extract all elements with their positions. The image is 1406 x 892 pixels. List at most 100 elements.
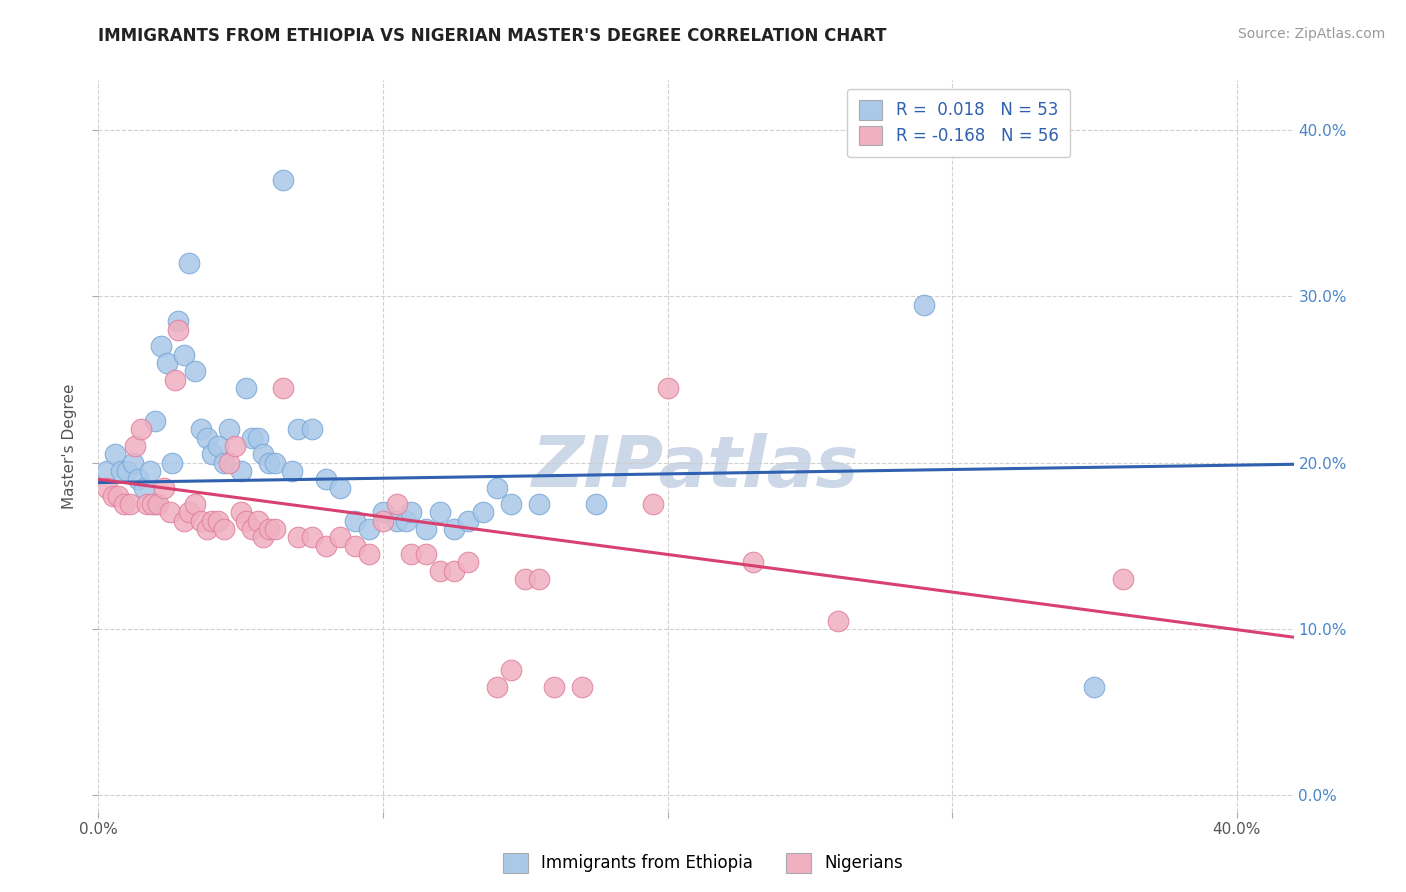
Point — [235, 381, 257, 395]
Point — [101, 489, 124, 503]
Point — [212, 456, 235, 470]
Point — [301, 530, 323, 544]
Point — [385, 497, 409, 511]
Point — [229, 464, 252, 478]
Point — [179, 256, 201, 270]
Point — [1083, 680, 1105, 694]
Point — [357, 522, 380, 536]
Point — [273, 381, 295, 395]
Point — [329, 481, 352, 495]
Point — [104, 447, 127, 461]
Point — [357, 547, 380, 561]
Point — [543, 680, 565, 694]
Point — [643, 497, 665, 511]
Text: ZIPatlas: ZIPatlas — [533, 434, 859, 502]
Point — [207, 514, 229, 528]
Point — [401, 547, 423, 561]
Point — [257, 522, 280, 536]
Point — [571, 680, 593, 694]
Point — [912, 298, 935, 312]
Point — [124, 439, 146, 453]
Point — [371, 506, 394, 520]
Point — [201, 514, 224, 528]
Point — [207, 439, 229, 453]
Point — [343, 539, 366, 553]
Point — [143, 414, 166, 428]
Point — [143, 497, 166, 511]
Point — [165, 372, 187, 386]
Point — [371, 514, 394, 528]
Point — [443, 564, 465, 578]
Point — [1112, 572, 1135, 586]
Point — [201, 447, 224, 461]
Point — [443, 522, 465, 536]
Point — [127, 472, 149, 486]
Point — [184, 364, 207, 378]
Point — [246, 431, 269, 445]
Point — [529, 497, 551, 511]
Point — [273, 173, 295, 187]
Point — [263, 522, 285, 536]
Point — [190, 422, 212, 436]
Point — [515, 572, 537, 586]
Point — [429, 506, 451, 520]
Point — [121, 456, 143, 470]
Point — [499, 497, 522, 511]
Point — [167, 323, 190, 337]
Point — [173, 347, 195, 362]
Point — [471, 506, 494, 520]
Point — [263, 456, 285, 470]
Legend: Immigrants from Ethiopia, Nigerians: Immigrants from Ethiopia, Nigerians — [496, 847, 910, 880]
Point — [240, 522, 263, 536]
Point — [457, 514, 479, 528]
Point — [257, 456, 280, 470]
Point — [301, 422, 323, 436]
Point — [153, 481, 176, 495]
Point — [138, 464, 160, 478]
Point — [485, 680, 508, 694]
Point — [485, 481, 508, 495]
Point — [229, 506, 252, 520]
Point — [252, 530, 274, 544]
Point — [132, 481, 155, 495]
Point — [115, 464, 138, 478]
Point — [173, 514, 195, 528]
Point — [329, 530, 352, 544]
Point — [240, 431, 263, 445]
Point — [395, 514, 418, 528]
Point — [110, 464, 132, 478]
Point — [385, 514, 409, 528]
Point — [112, 497, 135, 511]
Y-axis label: Master's Degree: Master's Degree — [62, 384, 77, 508]
Point — [246, 514, 269, 528]
Point — [184, 497, 207, 511]
Point — [657, 381, 679, 395]
Point — [141, 497, 163, 511]
Point — [96, 481, 118, 495]
Point — [179, 506, 201, 520]
Point — [235, 514, 257, 528]
Point — [287, 530, 309, 544]
Point — [218, 422, 240, 436]
Text: IMMIGRANTS FROM ETHIOPIA VS NIGERIAN MASTER'S DEGREE CORRELATION CHART: IMMIGRANTS FROM ETHIOPIA VS NIGERIAN MAS… — [98, 27, 887, 45]
Point — [415, 547, 437, 561]
Point — [224, 439, 246, 453]
Point — [827, 614, 849, 628]
Point — [401, 506, 423, 520]
Point — [415, 522, 437, 536]
Point — [343, 514, 366, 528]
Point — [96, 464, 118, 478]
Point — [585, 497, 607, 511]
Point — [195, 431, 218, 445]
Point — [150, 339, 173, 353]
Point — [281, 464, 304, 478]
Point — [118, 497, 141, 511]
Point — [499, 664, 522, 678]
Point — [107, 489, 129, 503]
Point — [129, 422, 152, 436]
Point — [287, 422, 309, 436]
Point — [156, 356, 179, 370]
Legend: R =  0.018   N = 53, R = -0.168   N = 56: R = 0.018 N = 53, R = -0.168 N = 56 — [848, 88, 1070, 157]
Point — [212, 522, 235, 536]
Point — [195, 522, 218, 536]
